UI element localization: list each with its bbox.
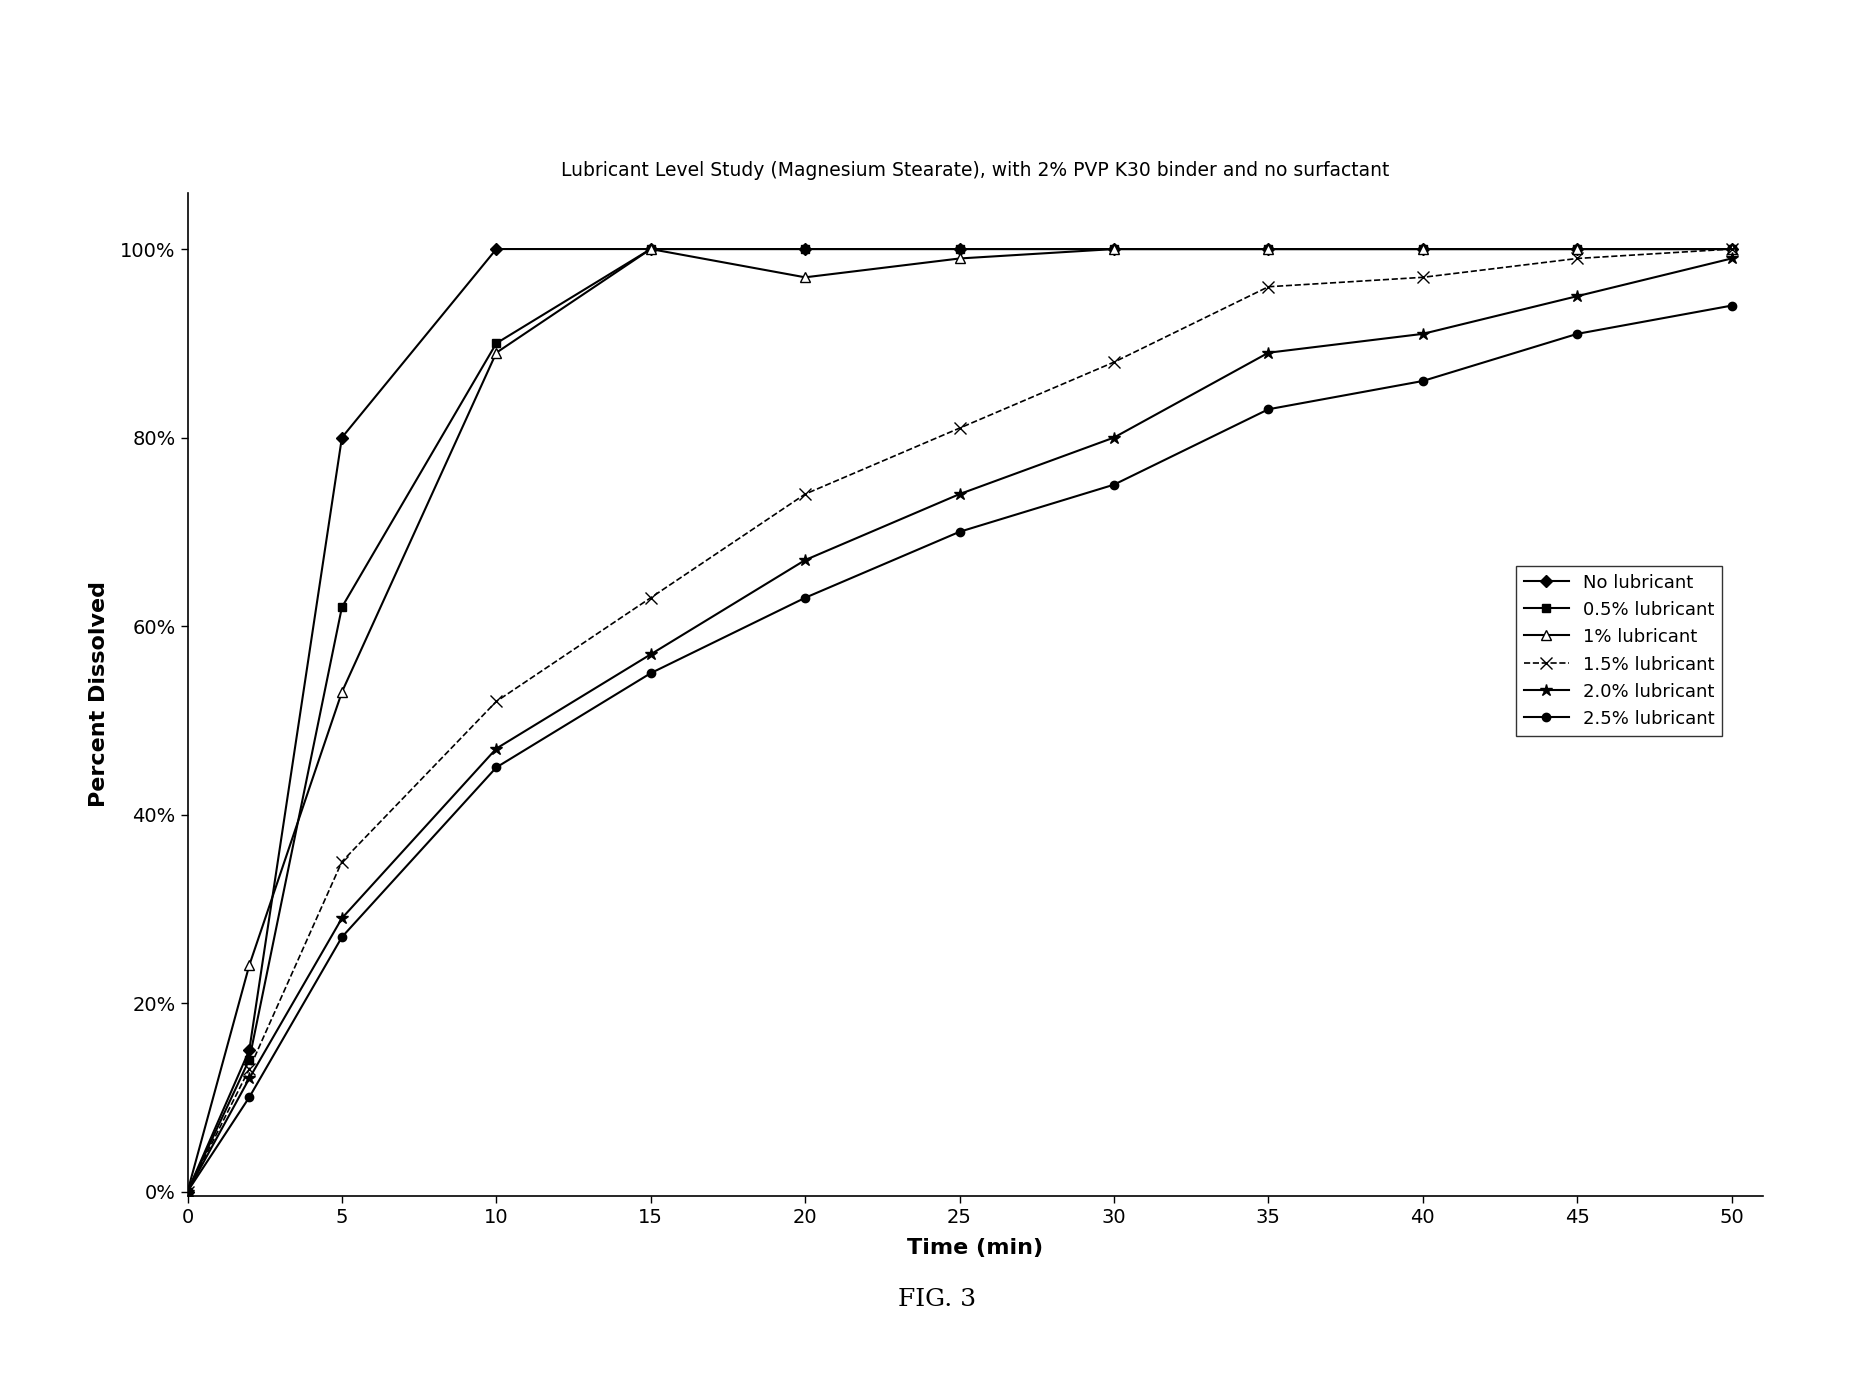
2.5% lubricant (1566, 326, 1588, 342)
1% lubricant (486, 345, 508, 362)
1.5% lubricant (1412, 270, 1434, 286)
1.5% lubricant (486, 693, 508, 710)
No lubricant (176, 1184, 199, 1200)
1.5% lubricant (238, 1060, 261, 1077)
Line: 1% lubricant: 1% lubricant (182, 245, 1736, 1196)
Line: 2.0% lubricant: 2.0% lubricant (182, 252, 1738, 1198)
0.5% lubricant (176, 1184, 199, 1200)
Line: 1.5% lubricant: 1.5% lubricant (182, 243, 1736, 1198)
No lubricant (1256, 241, 1279, 257)
Y-axis label: Percent Dissolved: Percent Dissolved (90, 582, 109, 807)
Title: Lubricant Level Study (Magnesium Stearate), with 2% PVP K30 binder and no surfac: Lubricant Level Study (Magnesium Stearat… (561, 161, 1389, 180)
2.0% lubricant (330, 910, 352, 927)
1.5% lubricant (1256, 279, 1279, 296)
2.0% lubricant (1566, 287, 1588, 304)
No lubricant (639, 241, 662, 257)
No lubricant (238, 1042, 261, 1059)
Line: 0.5% lubricant: 0.5% lubricant (184, 245, 1736, 1196)
1.5% lubricant (1721, 241, 1744, 257)
2.0% lubricant (1412, 326, 1434, 342)
1% lubricant (1566, 241, 1588, 257)
No lubricant (330, 429, 352, 446)
1% lubricant (793, 270, 816, 286)
1% lubricant (1412, 241, 1434, 257)
No lubricant (949, 241, 971, 257)
1.5% lubricant (949, 419, 971, 436)
Text: FIG. 3: FIG. 3 (898, 1288, 977, 1310)
0.5% lubricant (1566, 241, 1588, 257)
2.0% lubricant (1256, 345, 1279, 362)
X-axis label: Time (min): Time (min) (908, 1238, 1042, 1258)
1.5% lubricant (1102, 353, 1125, 370)
2.5% lubricant (330, 930, 352, 946)
1.5% lubricant (793, 485, 816, 502)
2.0% lubricant (793, 551, 816, 568)
0.5% lubricant (486, 336, 508, 352)
1% lubricant (1721, 241, 1744, 257)
2.0% lubricant (949, 485, 971, 502)
1% lubricant (176, 1184, 199, 1200)
2.5% lubricant (639, 666, 662, 682)
1% lubricant (639, 241, 662, 257)
2.0% lubricant (486, 740, 508, 756)
2.0% lubricant (639, 646, 662, 663)
2.5% lubricant (238, 1089, 261, 1106)
2.5% lubricant (1412, 373, 1434, 389)
0.5% lubricant (639, 241, 662, 257)
2.5% lubricant (1256, 402, 1279, 418)
1% lubricant (949, 250, 971, 267)
2.5% lubricant (1721, 297, 1744, 314)
No lubricant (1102, 241, 1125, 257)
1.5% lubricant (330, 854, 352, 870)
No lubricant (793, 241, 816, 257)
2.0% lubricant (1721, 250, 1744, 267)
0.5% lubricant (1721, 241, 1744, 257)
0.5% lubricant (238, 1052, 261, 1068)
No lubricant (1412, 241, 1434, 257)
0.5% lubricant (949, 241, 971, 257)
1% lubricant (238, 957, 261, 973)
1% lubricant (330, 683, 352, 700)
No lubricant (1721, 241, 1744, 257)
2.0% lubricant (1102, 429, 1125, 446)
Legend: No lubricant, 0.5% lubricant, 1% lubricant, 1.5% lubricant, 2.0% lubricant, 2.5%: No lubricant, 0.5% lubricant, 1% lubrica… (1517, 566, 1721, 736)
2.0% lubricant (176, 1184, 199, 1200)
Line: No lubricant: No lubricant (184, 245, 1736, 1196)
1.5% lubricant (176, 1184, 199, 1200)
2.5% lubricant (176, 1184, 199, 1200)
0.5% lubricant (1256, 241, 1279, 257)
0.5% lubricant (1412, 241, 1434, 257)
1% lubricant (1256, 241, 1279, 257)
1.5% lubricant (639, 590, 662, 606)
2.5% lubricant (793, 590, 816, 606)
No lubricant (486, 241, 508, 257)
0.5% lubricant (793, 241, 816, 257)
2.5% lubricant (949, 524, 971, 540)
1% lubricant (1102, 241, 1125, 257)
Line: 2.5% lubricant: 2.5% lubricant (184, 301, 1736, 1196)
1.5% lubricant (1566, 250, 1588, 267)
2.5% lubricant (486, 759, 508, 776)
0.5% lubricant (330, 600, 352, 616)
2.5% lubricant (1102, 476, 1125, 492)
0.5% lubricant (1102, 241, 1125, 257)
2.0% lubricant (238, 1070, 261, 1086)
No lubricant (1566, 241, 1588, 257)
